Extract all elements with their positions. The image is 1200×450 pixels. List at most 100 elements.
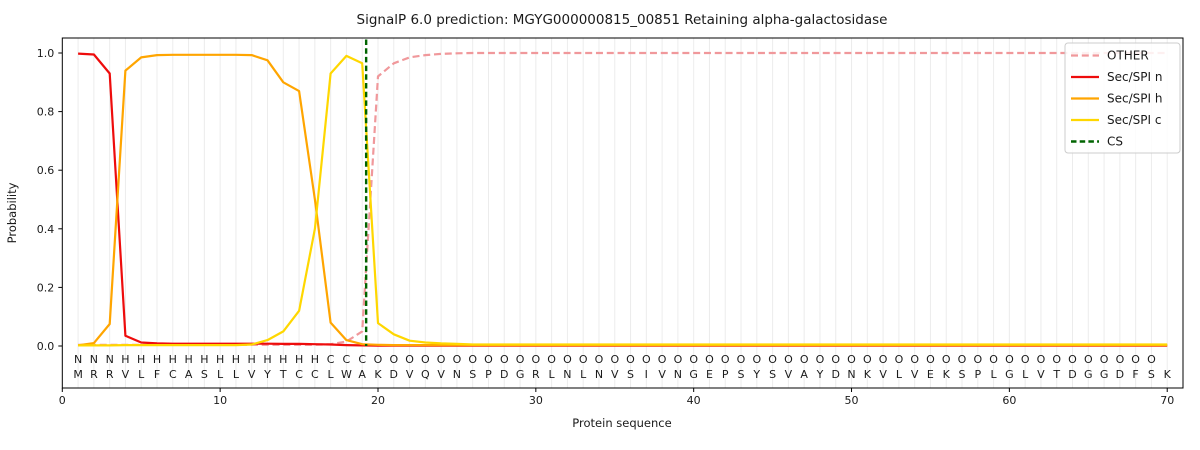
region-letter: O	[831, 353, 840, 366]
region-letter: N	[74, 353, 82, 366]
residue-letter: V	[248, 368, 256, 381]
region-letter: O	[658, 353, 667, 366]
region-letter: C	[358, 353, 366, 366]
region-letter: O	[579, 353, 588, 366]
y-tick-label: 0.8	[37, 106, 55, 119]
residue-letter: V	[406, 368, 414, 381]
residue-letter: T	[279, 368, 287, 381]
residue-letter: A	[358, 368, 366, 381]
series-line-sec-spi-n	[78, 52, 1168, 347]
region-letter: O	[374, 353, 383, 366]
residue-letter: A	[185, 368, 193, 381]
region-letter: H	[232, 353, 240, 366]
residue-letter: V	[658, 368, 666, 381]
region-letter: O	[563, 353, 572, 366]
residue-letter: P	[485, 368, 492, 381]
residue-letter: D	[390, 368, 398, 381]
residue-letter: R	[90, 368, 98, 381]
residue-letter: L	[1022, 368, 1029, 381]
region-letter: H	[169, 353, 177, 366]
region-letter: O	[626, 353, 635, 366]
residue-letter: S	[738, 368, 745, 381]
region-letter: O	[1005, 353, 1014, 366]
y-tick-label: 0.0	[37, 340, 55, 353]
residue-letter: E	[927, 368, 934, 381]
region-letter: O	[421, 353, 430, 366]
residue-letter: C	[169, 368, 177, 381]
residue-letter: Y	[263, 368, 271, 381]
residue-letter: D	[1068, 368, 1076, 381]
residue-letter: V	[911, 368, 919, 381]
region-letter: O	[389, 353, 398, 366]
region-letter: O	[595, 353, 604, 366]
region-letter: O	[958, 353, 967, 366]
region-letter: H	[311, 353, 319, 366]
region-letter: H	[200, 353, 208, 366]
residue-letter: V	[785, 368, 793, 381]
region-letter: O	[547, 353, 556, 366]
residue-letter: L	[328, 368, 335, 381]
legend: OTHER Sec/SPI n Sec/SPI h Sec/SPI c CS	[1064, 42, 1181, 154]
y-tick-label: 0.2	[37, 281, 55, 294]
residue-letter: V	[437, 368, 445, 381]
region-letter: O	[1100, 353, 1109, 366]
region-letter: O	[816, 353, 825, 366]
residue-letter: V	[611, 368, 619, 381]
region-letter: O	[800, 353, 809, 366]
residue-letter: G	[1084, 368, 1093, 381]
region-letter: H	[137, 353, 145, 366]
residue-letter: S	[769, 368, 776, 381]
residue-letter: C	[295, 368, 303, 381]
axes: 0 10 20 30 40 50 60 70 0.0 0.2 0.4 0.6 0.8 1.0	[37, 37, 1184, 407]
residue-letter: N	[563, 368, 571, 381]
region-letter: H	[263, 353, 271, 366]
residue-letter: G	[1100, 368, 1109, 381]
region-letter: O	[453, 353, 462, 366]
region-letter: O	[989, 353, 998, 366]
region-letter: H	[184, 353, 192, 366]
residue-letter: R	[532, 368, 540, 381]
probability-curves	[77, 39, 1168, 347]
region-letter: H	[248, 353, 256, 366]
residue-letter: S	[959, 368, 966, 381]
x-tick-label: 20	[371, 394, 385, 407]
region-letter: O	[1021, 353, 1030, 366]
residue-letter: F	[154, 368, 160, 381]
legend-label: Sec/SPI n	[1107, 70, 1162, 84]
residue-letter: A	[800, 368, 808, 381]
residue-letter: D	[1116, 368, 1124, 381]
residue-letter: Q	[421, 368, 430, 381]
residue-letter: T	[1052, 368, 1060, 381]
region-letter: N	[106, 353, 114, 366]
residue-letter: M	[73, 368, 83, 381]
region-letter: N	[90, 353, 98, 366]
legend-box	[1064, 42, 1181, 154]
residue-letter: S	[1148, 368, 1155, 381]
region-letter: O	[516, 353, 525, 366]
region-letter: O	[721, 353, 730, 366]
residue-letter: L	[217, 368, 224, 381]
residue-letter: F	[1132, 368, 1138, 381]
residue-letter: Y	[816, 368, 824, 381]
region-letter: O	[405, 353, 414, 366]
region-letter: O	[926, 353, 935, 366]
residue-letter: N	[674, 368, 682, 381]
residue-letter: S	[469, 368, 476, 381]
residue-letter: V	[879, 368, 887, 381]
residue-letter: I	[645, 368, 648, 381]
residue-letter: K	[864, 368, 872, 381]
x-tick-label: 60	[1002, 394, 1016, 407]
region-letter: O	[737, 353, 746, 366]
y-tick-label: 1.0	[37, 47, 55, 60]
region-letter: O	[610, 353, 619, 366]
region-letter: C	[343, 353, 351, 366]
region-letter: O	[437, 353, 446, 366]
residue-letter: L	[991, 368, 998, 381]
residue-letter: S	[201, 368, 208, 381]
region-letter: H	[295, 353, 303, 366]
residue-letter: K	[1164, 368, 1172, 381]
region-letter: O	[768, 353, 777, 366]
plot-border	[61, 37, 1184, 389]
residue-letter: G	[516, 368, 525, 381]
